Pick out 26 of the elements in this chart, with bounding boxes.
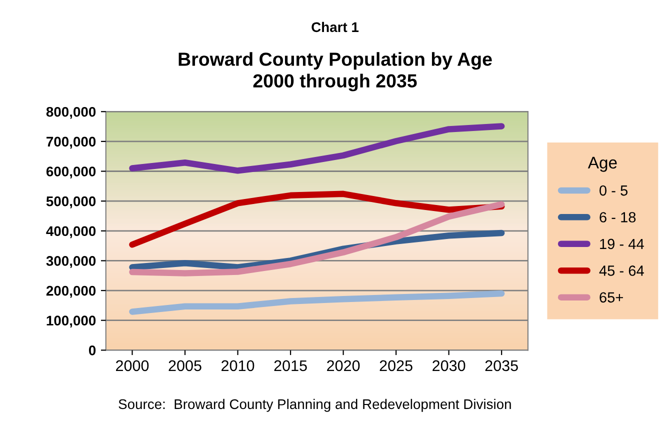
y-tick-label: 0 bbox=[88, 346, 96, 356]
y-tick-label: 100,000 bbox=[46, 316, 96, 328]
x-tick-label: 2025 bbox=[380, 360, 412, 372]
legend-label: 0 - 5 bbox=[600, 185, 628, 196]
x-tick-label: 2035 bbox=[485, 360, 518, 372]
y-tick-label: 700,000 bbox=[46, 136, 96, 149]
y-tick-label: 800,000 bbox=[46, 106, 96, 119]
legend-label: 19 - 44 bbox=[600, 238, 644, 250]
y-tick-label: 600,000 bbox=[46, 166, 96, 178]
chart-title: Broward County Population by Age 2000 through 2035 bbox=[178, 52, 492, 92]
legend-label: 45 - 64 bbox=[599, 266, 644, 276]
x-tick-label: 2030 bbox=[432, 360, 466, 372]
legend-label: 6 - 18 bbox=[600, 212, 636, 222]
x-tick-label: 2000 bbox=[116, 360, 149, 372]
x-tick-label: 2015 bbox=[274, 360, 307, 372]
chart-subtitle: Chart 1 bbox=[312, 22, 359, 32]
legend-title: Age bbox=[588, 156, 617, 172]
y-tick-label: 500,000 bbox=[46, 196, 96, 208]
legend-label: 65+ bbox=[600, 292, 623, 303]
x-tick-label: 2020 bbox=[327, 360, 360, 372]
x-tick-label: 2010 bbox=[222, 360, 254, 372]
y-tick-label: 400,000 bbox=[46, 226, 96, 238]
x-tick-label: 2005 bbox=[168, 360, 202, 372]
y-tick-label: 200,000 bbox=[46, 286, 96, 298]
source-note: Source: Broward County Planning and Redevelopment Division bbox=[118, 398, 511, 412]
y-tick-label: 300,000 bbox=[46, 256, 96, 268]
